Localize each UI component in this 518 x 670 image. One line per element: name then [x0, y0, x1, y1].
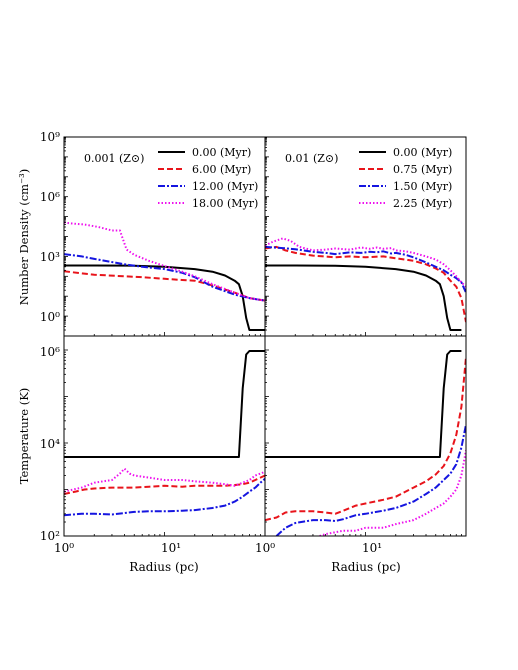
- ylabel-temperature: Temperature (K): [17, 388, 31, 485]
- series-line-18.00-top-left: [64, 221, 265, 302]
- density-lines-low-metallicity: [64, 221, 265, 331]
- legend-entry-0.00: 0.00 (Myr): [192, 146, 251, 159]
- series-line-2.25-top-right: [265, 237, 466, 288]
- ytick-label-temperature-1e2: 10²: [40, 529, 60, 543]
- series-line-12.00-bottom-left: [64, 478, 265, 517]
- xlabel-radius-left: Radius (pc): [129, 560, 198, 574]
- temperature-lines-low-metallicity: [64, 350, 265, 517]
- ytick-label-temperature-1e6: 10⁶: [40, 345, 60, 359]
- legend-entry-1.50: 1.50 (Myr): [393, 180, 452, 193]
- series-line-6.00-bottom-left: [64, 474, 265, 495]
- series-line-0.75-bottom-right: [265, 357, 466, 522]
- xtick-label-left-1e1: 10¹: [161, 541, 181, 555]
- series-line-1.50-bottom-right: [275, 424, 466, 536]
- legend-entry-0.00: 0.00 (Myr): [393, 146, 452, 159]
- series-line-12.00-top-left: [64, 253, 265, 302]
- xtick-label-left-1e0: 10⁰: [54, 541, 74, 555]
- panel-frame-bottom-right: [264, 335, 467, 537]
- ytick-label-density-1e0: 10⁰: [40, 310, 60, 324]
- metallicity-annotation-high: 0.01 (Z⊙): [285, 152, 338, 165]
- legend-entry-18.00: 18.00 (Myr): [192, 197, 258, 210]
- legend-low-metallicity: 0.00 (Myr) 6.00 (Myr) 12.00 (Myr) 18.00 …: [158, 146, 258, 210]
- series-line-0.75-top-right: [265, 245, 466, 323]
- legend-entry-0.75: 0.75 (Myr): [393, 163, 452, 176]
- xtick-label-right-1e1: 10¹: [362, 541, 382, 555]
- ylabel-number-density: Number Density (cm⁻³): [17, 169, 31, 305]
- series-line-0.00-top-right: [265, 264, 462, 331]
- legend-high-metallicity: 0.00 (Myr) 0.75 (Myr) 1.50 (Myr) 2.25 (M…: [359, 146, 452, 210]
- panel-frame-bottom-left: [63, 335, 266, 537]
- legend-entry-12.00: 12.00 (Myr): [192, 180, 258, 193]
- ytick-label-density-1e3: 10³: [40, 250, 60, 264]
- ytick-label-density-1e9: 10⁹: [40, 130, 60, 144]
- series-line-0.00-bottom-left: [64, 350, 265, 458]
- density-lines-high-metallicity: [265, 237, 466, 331]
- temperature-lines-high-metallicity: [265, 350, 466, 536]
- series-line-2.25-bottom-right: [319, 450, 466, 536]
- series-line-0.00-bottom-right: [265, 350, 462, 458]
- ytick-label-temperature-1e4: 10⁴: [40, 437, 60, 451]
- ytick-label-density-1e6: 10⁶: [40, 190, 60, 204]
- metallicity-annotation-low: 0.001 (Z⊙): [84, 152, 144, 165]
- series-line-1.50-top-right: [265, 245, 466, 294]
- xtick-label-mid-1e0: 10⁰: [255, 541, 275, 555]
- legend-entry-2.25: 2.25 (Myr): [393, 197, 452, 210]
- xlabel-radius-right: Radius (pc): [331, 560, 400, 574]
- series-line-6.00-top-left: [64, 270, 265, 302]
- legend-entry-6.00: 6.00 (Myr): [192, 163, 251, 176]
- axis-ticks: [63, 136, 462, 537]
